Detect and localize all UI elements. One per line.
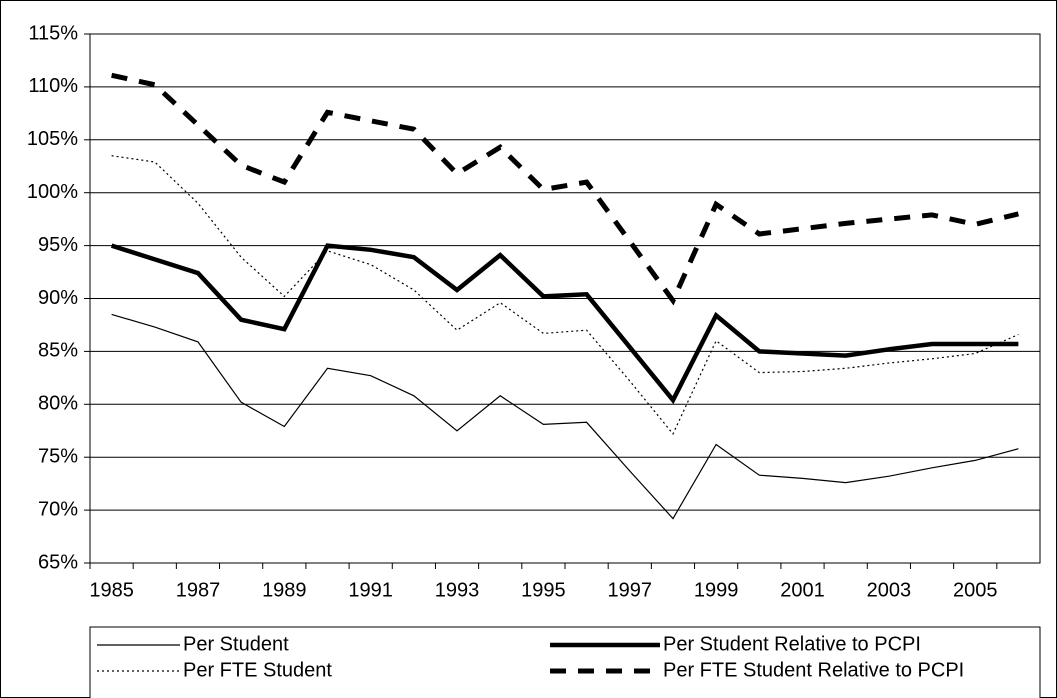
x-tick-label: 2003 (867, 579, 912, 601)
legend-box (89, 626, 1041, 698)
series-line (111, 72, 1019, 306)
x-tick-label: 1993 (435, 579, 480, 601)
y-tick-label: 95% (38, 234, 78, 256)
y-tick-label: 70% (38, 498, 78, 520)
series-line (110, 243, 1019, 405)
y-tick-label: 75% (38, 445, 78, 467)
x-tick-label: 1985 (89, 579, 134, 601)
y-tick-label: 100% (27, 181, 78, 203)
x-tick-label: 1997 (608, 579, 653, 601)
y-tick-label: 80% (38, 393, 78, 415)
y-tick-label: 105% (27, 128, 78, 150)
x-tick-label: 2001 (780, 579, 825, 601)
legend-label: Per Student Relative to PCPI (663, 633, 921, 655)
x-tick-label: 2005 (953, 579, 998, 601)
y-tick-label: 110% (28, 75, 78, 97)
x-tick-label: 1987 (176, 579, 221, 601)
legend-label: Per FTE Student Relative to PCPI (663, 659, 964, 681)
x-tick-label: 1991 (348, 579, 393, 601)
y-tick-label: 115% (28, 22, 78, 44)
y-tick-label: 90% (38, 287, 78, 309)
y-tick-label: 65% (38, 551, 78, 573)
series-line (111, 155, 1019, 436)
series-line (111, 313, 1019, 520)
legend-label: Per FTE Student (183, 659, 332, 681)
legend-label: Per Student (183, 633, 289, 655)
x-tick-label: 1999 (694, 579, 739, 601)
x-tick-label: 1989 (262, 579, 307, 601)
y-tick-label: 85% (38, 340, 78, 362)
x-tick-label: 1995 (521, 579, 566, 601)
